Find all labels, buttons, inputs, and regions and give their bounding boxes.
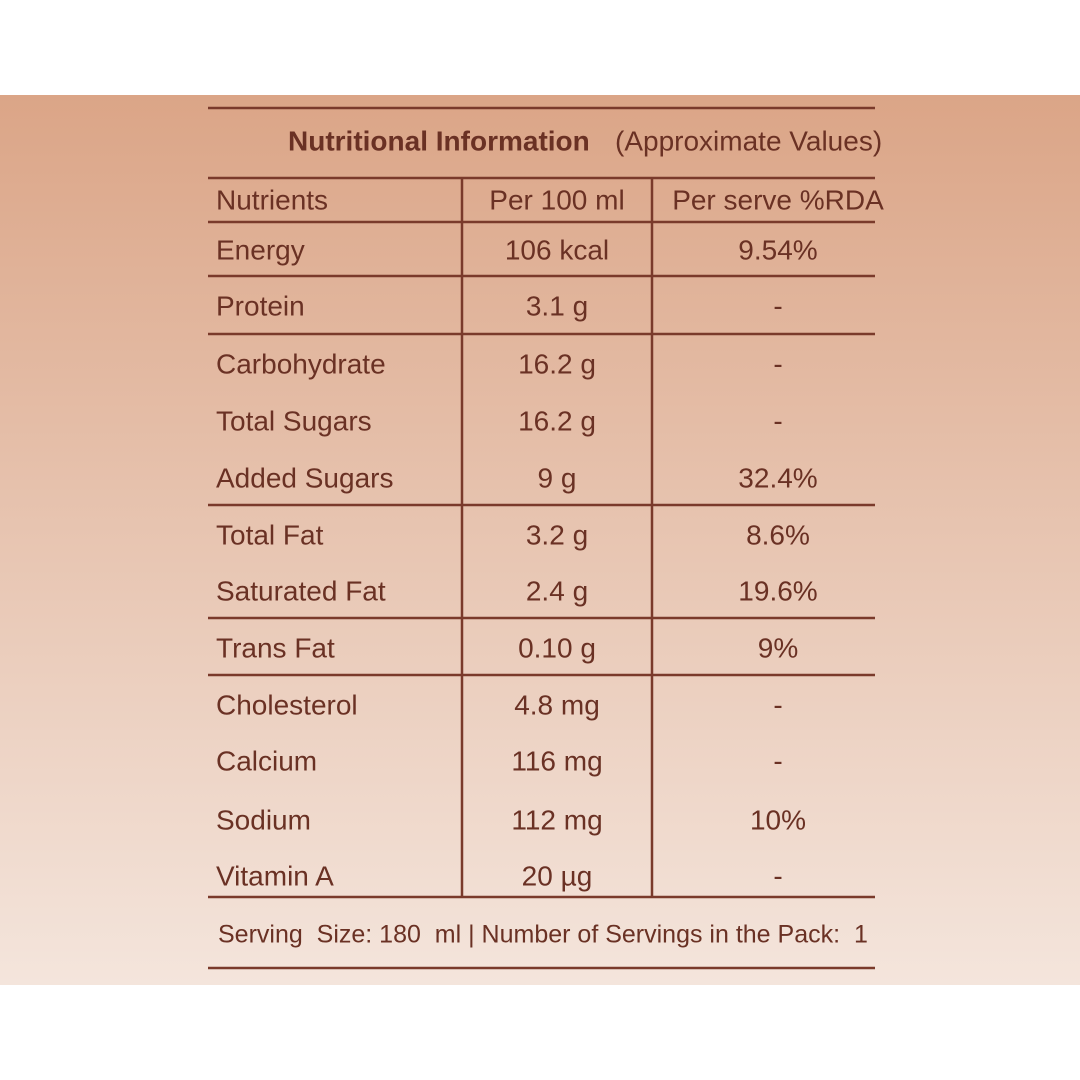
footer-text: Serving Size: 180 ml | Number of Serving… [218, 921, 868, 949]
nutrient-name: Saturated Fat [216, 575, 386, 606]
nutrient-value: 8.6% [746, 519, 810, 550]
nutrient-name: Calcium [216, 745, 317, 776]
nutrient-value: - [773, 689, 782, 720]
nutrient-value: 20 µg [522, 860, 593, 891]
nutrient-value: - [773, 348, 782, 379]
nutrient-value: 16.2 g [518, 348, 596, 379]
column-header: Per serve %RDA [672, 184, 884, 215]
nutrient-name: Energy [216, 234, 305, 265]
nutrient-value: 3.2 g [526, 519, 588, 550]
nutrient-name: Added Sugars [216, 462, 393, 493]
column-header: Per 100 ml [489, 184, 624, 215]
nutrient-name: Cholesterol [216, 689, 358, 720]
nutrient-value: 16.2 g [518, 405, 596, 436]
nutrient-value: - [773, 405, 782, 436]
nutrient-value: 2.4 g [526, 575, 588, 606]
nutrient-value: - [773, 860, 782, 891]
nutrient-value: 10% [750, 804, 806, 835]
nutrient-value: 9.54% [738, 234, 817, 265]
nutrient-name: Vitamin A [216, 860, 334, 891]
title-rest: (Approximate Values) [615, 125, 882, 156]
nutrient-value: 116 mg [511, 745, 602, 776]
nutrient-name: Trans Fat [216, 632, 335, 663]
nutrient-name: Carbohydrate [216, 348, 386, 379]
nutrient-value: 0.10 g [518, 632, 596, 663]
nutrient-value: 4.8 mg [514, 689, 600, 720]
title-bold: Nutritional Information [288, 125, 590, 156]
nutrient-value: - [773, 290, 782, 321]
nutrient-value: 3.1 g [526, 290, 588, 321]
nutrient-value: 9 g [538, 462, 577, 493]
nutrient-name: Protein [216, 290, 305, 321]
nutrient-value: - [773, 745, 782, 776]
nutrient-value: 112 mg [511, 804, 602, 835]
nutrient-value: 19.6% [738, 575, 817, 606]
nutrient-name: Total Sugars [216, 405, 372, 436]
nutrient-value: 106 kcal [505, 234, 609, 265]
nutrient-value: 32.4% [738, 462, 817, 493]
background-band [0, 95, 1080, 985]
nutrient-name: Total Fat [216, 519, 324, 550]
nutrient-name: Sodium [216, 804, 311, 835]
column-header: Nutrients [216, 184, 328, 215]
nutrient-value: 9% [758, 632, 798, 663]
